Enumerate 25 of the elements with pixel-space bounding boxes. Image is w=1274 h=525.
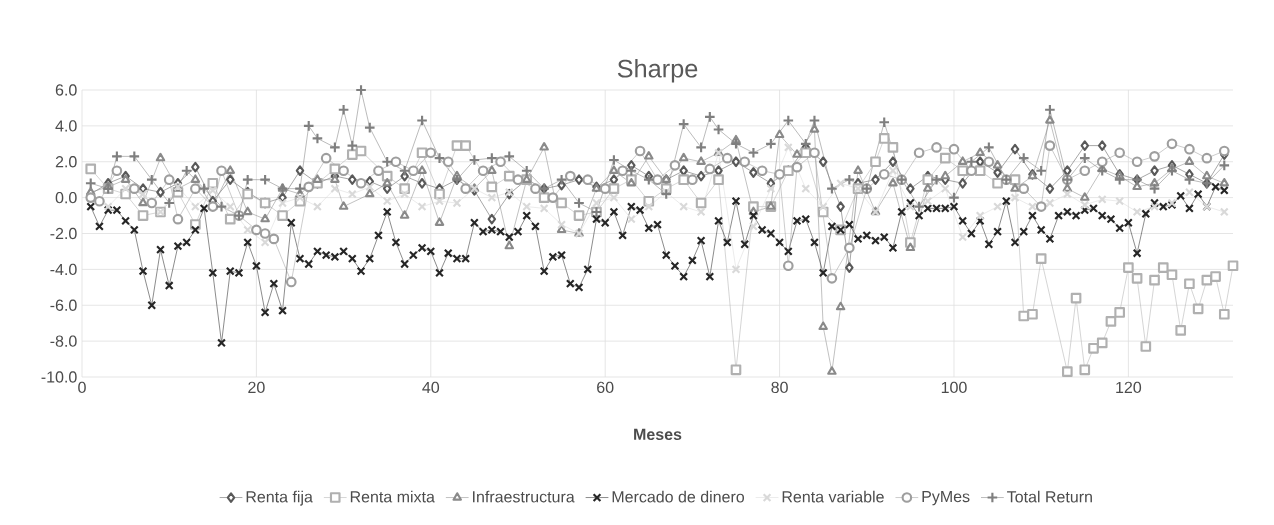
y-tick-label: 4.0 (55, 120, 77, 132)
x-tick-label: 120 (1116, 381, 1142, 394)
legend-label: Renta mixta (350, 490, 435, 503)
legend-label: Mercado de dinero (612, 490, 745, 503)
legend-label: Total Return (1007, 490, 1092, 503)
chart-title: Sharpe (617, 59, 698, 83)
y-tick-label: -2.0 (50, 227, 77, 240)
y-tick-label: -6.0 (50, 299, 77, 311)
y-tick-label: -4.0 (50, 263, 77, 276)
x-tick-label: 80 (771, 381, 788, 394)
x-tick-label: 20 (248, 381, 265, 394)
y-tick-label: 6.0 (55, 84, 77, 96)
x-tick-label: 100 (941, 381, 967, 394)
y-tick-label: 2.0 (55, 156, 77, 168)
y-tick-label: -8.0 (50, 335, 77, 347)
legend-label: Renta variable (782, 490, 884, 503)
legend-label: Renta fija (246, 490, 313, 506)
x-tick-label: 40 (422, 381, 440, 394)
legend-label: PyMes (922, 491, 970, 506)
x-tick-label: 0 (78, 381, 86, 394)
legend-label: Infraestructura (473, 490, 575, 503)
y-tick-label: -10.0 (41, 371, 77, 383)
x-axis-title: Meses (634, 428, 682, 441)
y-tick-label: 0.0 (55, 191, 77, 204)
x-tick-label: 60 (597, 381, 614, 394)
